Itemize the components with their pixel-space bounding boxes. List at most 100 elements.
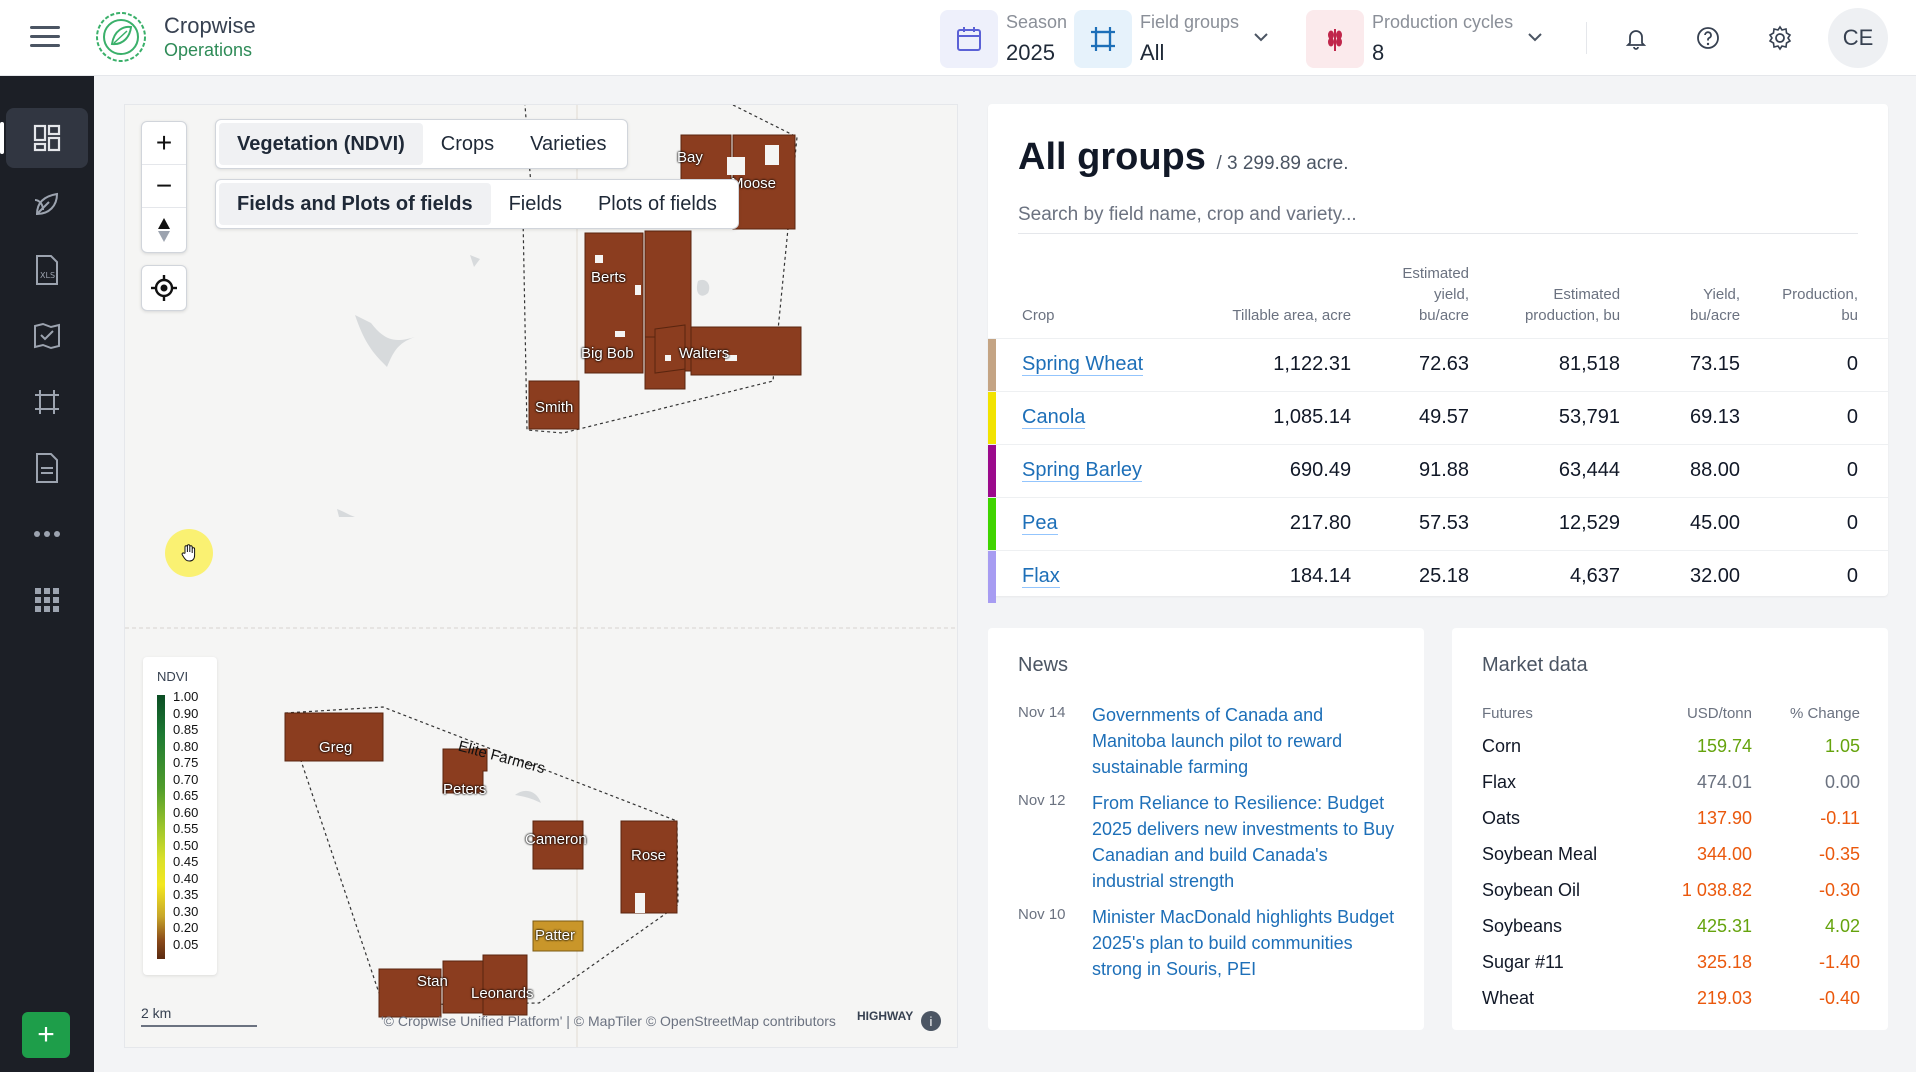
market-row: Soybean Oil 1 038.82 -0.30 [1482,872,1860,908]
field-groups-value: All [1140,40,1165,65]
tab-vegetation-ndvi[interactable]: Vegetation (NDVI) [219,123,423,165]
legend-tick: 0.45 [173,854,199,869]
est-yield-cell: 72.63 [1381,337,1500,391]
col-futures: Futures [1482,704,1533,722]
tab-fields-and-plots[interactable]: Fields and Plots of fields [219,183,491,225]
field-label-bay: Bay [677,149,703,166]
search-input[interactable] [1018,196,1858,234]
market-row: Soybean Meal 344.00 -0.35 [1482,836,1860,872]
sidebar-item-field-groups[interactable] [6,372,88,432]
table-row[interactable]: Spring Barley 690.49 91.88 63,444 88.00 0 [988,443,1888,497]
compass-button[interactable] [142,208,186,251]
legend-title: NDVI [157,669,189,684]
production-cycles-selector[interactable]: Production cycles 8 [1306,6,1552,70]
news-link[interactable]: From Reliance to Resilience: Budget 2025… [1092,793,1395,891]
tab-fields[interactable]: Fields [508,192,562,215]
futures-name: Soybean Meal [1482,843,1598,864]
groups-area: / 3 299.89 acre. [1216,153,1349,174]
document-icon [36,453,58,483]
legend-tick: 0.40 [173,870,199,886]
sidebar-item-fields[interactable] [6,306,88,366]
sidebar-item-crops[interactable] [6,174,88,234]
locate-button[interactable] [141,265,187,311]
crop-link[interactable]: Canola [1022,406,1086,429]
market-row: Flax 474.01 0.00 [1482,764,1860,800]
legend-tick: 1.00 [173,689,199,704]
sidebar-item-apps[interactable] [6,570,88,630]
more-icon [34,531,60,537]
crosshair-icon [151,275,177,301]
news-link[interactable]: Governments of Canada and Manitoba launc… [1092,705,1343,777]
layer-tabs: Vegetation (NDVI) Crops Varieties [215,119,629,169]
calendar-icon [940,10,998,68]
tab-crops[interactable]: Crops [440,132,495,155]
crop-color-swatch [988,444,996,497]
field-label-moose: Moose [731,175,777,192]
legend-tick: 0.70 [173,771,199,787]
zoom-out-button[interactable]: − [142,165,186,208]
yield-cell: 45.00 [1650,496,1771,550]
add-button[interactable]: + [22,1012,70,1058]
tab-plots-of-fields[interactable]: Plots of fields [597,192,717,215]
futures-price: 344.00 [1696,843,1752,864]
legend-tick: 0.65 [173,788,199,803]
season-label: Season [1006,12,1068,32]
sidebar: XLS + [0,76,94,1072]
field-groups-selector[interactable]: Field groups All [1074,6,1274,70]
futures-name: Sugar #11 [1482,951,1564,972]
legend-tick: 0.55 [173,821,199,836]
news-link[interactable]: Minister MacDonald highlights Budget 202… [1092,907,1395,979]
table-row[interactable]: Flax 184.14 25.18 4,637 32.00 0 [988,549,1888,603]
yield-cell: 73.15 [1650,337,1771,391]
market-row: Wheat 219.03 -0.40 [1482,980,1860,1016]
table-row[interactable]: Pea 217.80 57.53 12,529 45.00 0 [988,496,1888,550]
gear-icon[interactable] [1764,22,1796,54]
crop-cell: Spring Barley [988,443,1226,497]
field-label-berts: Berts [591,269,627,286]
est-yield-cell: 25.18 [1381,549,1500,603]
table-row[interactable]: Canola 1,085.14 49.57 53,791 69.13 0 [988,390,1888,444]
legend-tick: 0.20 [173,920,199,935]
map-attribution: '© Cropwise Unified Platform' | © MapTil… [381,1013,836,1029]
yield-cell: 69.13 [1650,390,1771,444]
legend-tick: 0.60 [173,804,199,820]
news-panel: News Nov 14 Governments of Canada and Ma… [988,628,1424,1030]
field-map-icon [34,322,60,350]
crop-link[interactable]: Spring Barley [1022,459,1143,482]
sidebar-item-dashboard[interactable] [0,108,88,168]
sidebar-item-documents[interactable] [6,438,88,498]
season-selector[interactable]: Season 2025 [940,6,1068,70]
help-icon[interactable] [1692,22,1724,54]
production-cycles-label: Production cycles [1372,12,1514,32]
crop-link[interactable]: Spring Wheat [1022,353,1144,376]
futures-change: 1.05 [1824,735,1860,756]
zoom-controls: + − [141,121,187,253]
info-icon[interactable]: i [921,1011,941,1031]
field-label-leonards: Leonards [471,985,534,1002]
user-avatar[interactable]: CE [1828,8,1888,68]
market-panel: Market data Futures USD/tonn % Change Co… [1452,628,1888,1030]
futures-change: -0.30 [1818,879,1860,900]
field-map[interactable]: Bay Moose Berts Big Bob Walters Smith Gr… [124,104,958,1048]
col-production: Production, bu [1782,285,1858,324]
svg-text:XLS: XLS [40,271,55,280]
table-row[interactable]: Spring Wheat 1,122.31 72.63 81,518 73.15 0 [988,337,1888,391]
crop-color-swatch [988,391,996,444]
sidebar-item-more[interactable] [6,504,88,564]
crop-link[interactable]: Pea [1022,512,1058,535]
zoom-in-button[interactable]: + [142,122,186,165]
futures-price: 1 038.82 [1681,879,1752,900]
news-date: Nov 14 [1018,704,1066,721]
futures-name: Corn [1482,735,1522,756]
crop-cell: Pea [988,496,1226,550]
legend-tick: 0.80 [173,738,199,754]
tab-varieties[interactable]: Varieties [530,132,607,155]
area-cell: 184.14 [1225,549,1382,603]
crop-cell: Canola [988,390,1226,444]
menu-icon[interactable] [30,26,60,50]
sidebar-item-reports[interactable]: XLS [6,240,88,300]
bell-icon[interactable] [1620,22,1652,54]
news-date: Nov 10 [1018,906,1066,923]
yield-cell: 32.00 [1650,549,1771,603]
crop-link[interactable]: Flax [1022,565,1060,589]
